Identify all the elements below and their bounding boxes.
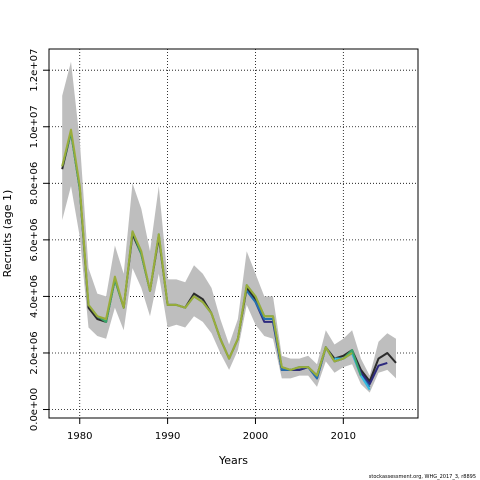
y-tick-label-2: 4.0e+06 (29, 275, 40, 318)
series-line-5 (61, 128, 353, 377)
confidence-band-layer (62, 61, 396, 393)
y-tick-label-1: 2.0e+06 (29, 331, 40, 374)
y-tick-label-4: 8.0e+06 (29, 162, 40, 205)
x-tick-label-0: 1980 (67, 431, 92, 442)
x-axis-title: Years (218, 454, 248, 467)
x-tick-label-1: 1990 (155, 431, 180, 442)
y-tick-label-6: 1.2e+07 (29, 49, 40, 92)
source-credit: stockassessment.org, WHG_2017_3, r8895 (369, 474, 476, 480)
y-tick-label-3: 6.0e+06 (29, 218, 40, 261)
x-tick-label-3: 2010 (331, 431, 356, 442)
x-axis: 1980 1990 2000 2010 (67, 417, 356, 442)
y-tick-label-5: 1.0e+07 (29, 105, 40, 148)
y-tick-label-0: 0.0e+00 (29, 388, 40, 431)
x-tick-label-2: 2000 (243, 431, 268, 442)
confidence-band (62, 61, 396, 393)
series-line-4 (61, 131, 362, 377)
y-axis: 0.0e+00 2.0e+06 4.0e+06 6.0e+06 8.0e+06 1.0e+… (29, 49, 50, 431)
series-layer (61, 128, 397, 391)
y-axis-title: Recruits (age 1) (1, 190, 14, 278)
